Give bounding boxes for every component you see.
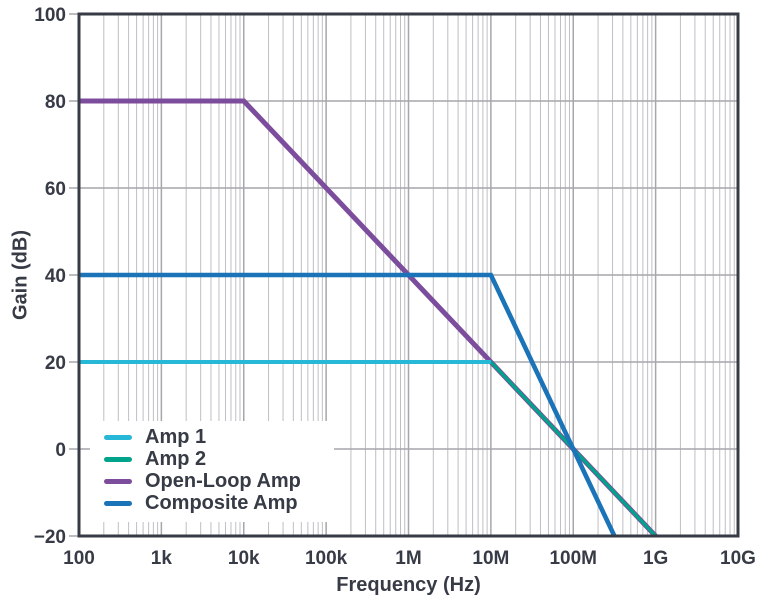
x-tick-label: 10G [720, 548, 756, 569]
y-tick-label: 0 [55, 440, 66, 461]
amp2-line-swatch [104, 457, 132, 462]
legend: Amp 1 Amp 2 Open-Loop Amp Composite Amp [90, 421, 334, 522]
x-tick-label: 1k [151, 548, 173, 569]
x-tick-label: 10M [472, 548, 509, 569]
x-tick-label: 1M [395, 548, 421, 569]
amp1-line-swatch [104, 435, 132, 440]
y-tick-label: 60 [45, 179, 66, 200]
legend-label: Open-Loop Amp [145, 470, 301, 492]
tick-labels: 100 1k 10k 100k 1M 10M 100M 1G 10G 100 80 60 40 20 0 −2… [34, 5, 756, 569]
plot-border [77, 12, 740, 538]
x-tick-label: 100k [305, 548, 348, 569]
y-tick-label: 80 [45, 92, 66, 113]
y-tick-label: 100 [34, 5, 66, 26]
x-tick-label: 100 [63, 548, 95, 569]
x-tick-label: 100M [549, 548, 597, 569]
legend-label: Amp 1 [145, 426, 207, 448]
x-tick-label: 1G [643, 548, 668, 569]
series-line-composite-amp [79, 272, 617, 537]
legend-item-open-loop-amp: Open-Loop Amp [104, 471, 328, 492]
legend-item-amp1: Amp 1 [104, 427, 328, 448]
y-axis-title: Gain (dB) [9, 230, 32, 320]
composite-amp-line-swatch [104, 501, 132, 506]
open-loop-amp-line-swatch [104, 479, 132, 484]
y-tick-label: 20 [45, 353, 66, 374]
series-lines [79, 98, 658, 538]
legend-label: Composite Amp [145, 492, 298, 514]
legend-item-composite-amp: Composite Amp [104, 493, 328, 514]
legend-item-amp2: Amp 2 [104, 449, 328, 470]
y-tick-label: −20 [34, 527, 66, 548]
x-axis-title: Frequency (Hz) [336, 574, 481, 596]
y-tick-label: 40 [45, 266, 66, 287]
legend-label: Amp 2 [145, 448, 207, 470]
x-tick-label: 10k [228, 548, 260, 569]
